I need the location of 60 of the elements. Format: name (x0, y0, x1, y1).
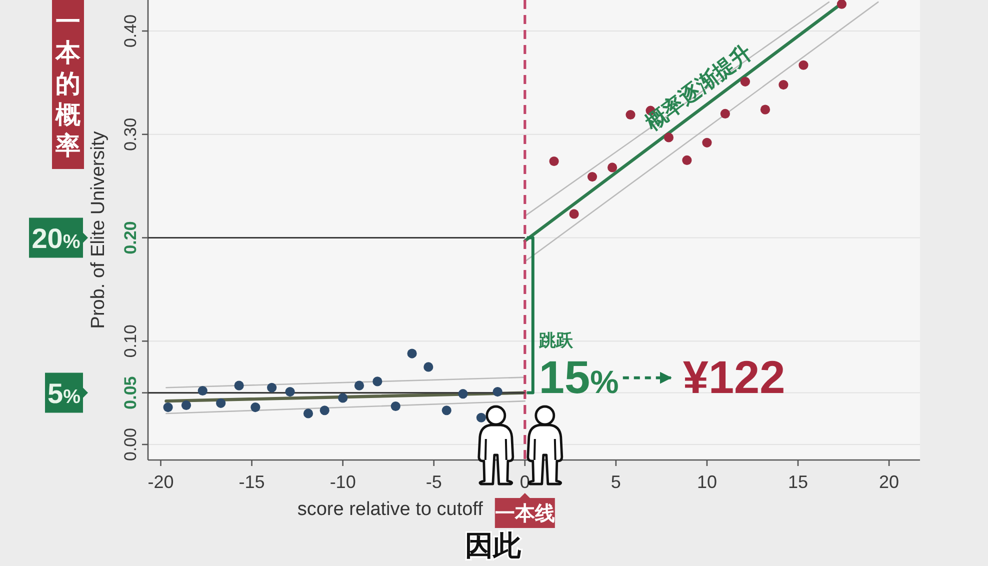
point (569, 209, 579, 219)
text: 一本的概率 (54, 7, 82, 160)
point (607, 162, 618, 172)
point (492, 386, 502, 397)
y-tick-label: 0.30 (121, 118, 140, 151)
point (682, 155, 692, 166)
ref-line-label: 20% (32, 222, 80, 254)
y-axis-title: Prob. of Elite University (88, 130, 109, 329)
point (250, 402, 260, 412)
point (720, 108, 730, 119)
point (285, 386, 295, 397)
x-tick-label: 10 (696, 472, 717, 492)
y-tick-label: 0.05 (121, 376, 140, 410)
point (390, 401, 400, 412)
point (372, 376, 382, 386)
annotation: 概率逐渐提升 (640, 40, 756, 136)
point (424, 362, 434, 372)
point (626, 110, 636, 120)
point (198, 386, 208, 396)
annotation: 跳跃 (538, 330, 574, 350)
point (664, 132, 674, 142)
ref-line-label: 一本线 (494, 501, 555, 525)
point (458, 389, 468, 399)
x-tick-label: 5 (610, 472, 621, 492)
point (354, 380, 364, 390)
point (338, 393, 348, 403)
point (267, 382, 277, 392)
point (320, 406, 330, 416)
point (216, 398, 226, 408)
x-tick-label: -5 (426, 472, 442, 492)
x-tick-label: 0 (520, 472, 530, 492)
point (549, 156, 559, 166)
point (798, 60, 808, 70)
x-tick-label: 15 (788, 472, 808, 492)
point (760, 104, 770, 114)
point (836, 0, 847, 9)
point (587, 172, 598, 182)
point (163, 402, 173, 412)
point (234, 380, 244, 390)
annotation: 15% (538, 350, 619, 403)
text: 因此 (464, 529, 522, 562)
point (702, 138, 712, 148)
ref-line-label: 5% (47, 378, 81, 409)
y-tick-label: 0.00 (121, 428, 140, 462)
point (476, 412, 486, 422)
point (442, 406, 452, 416)
x-tick-label: -10 (330, 472, 356, 492)
x-tick-label: 20 (879, 472, 900, 492)
x-tick-label: -20 (148, 472, 174, 492)
y-tick-label: 0.40 (121, 14, 140, 48)
point (181, 400, 192, 410)
y-tick-label: 0.10 (121, 324, 140, 358)
x-axis-title: score relative to cutoff (297, 499, 484, 520)
point (740, 76, 750, 86)
x-tick-label: -15 (238, 472, 265, 492)
point (407, 348, 417, 358)
point (303, 408, 314, 418)
annotation: ¥122 (682, 350, 786, 403)
y-tick-label: 0.20 (121, 221, 140, 254)
point (778, 80, 788, 90)
